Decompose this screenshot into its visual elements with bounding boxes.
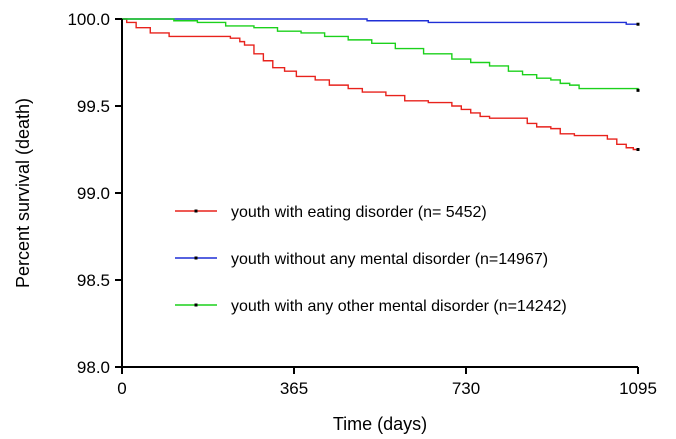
x-tick-label: 1095	[619, 379, 657, 398]
series-end-marker-2	[636, 22, 640, 26]
legend-label-2: youth without any mental disorder (n=149…	[231, 251, 548, 268]
series-layer	[122, 18, 640, 151]
legend-label-1: youth with eating disorder (n= 5452)	[231, 204, 487, 221]
legend-marker-2	[194, 256, 198, 260]
legend: youth with eating disorder (n= 5452) yout…	[175, 204, 567, 315]
y-tick-label: 98.0	[77, 358, 110, 377]
y-tick-label: 99.0	[77, 184, 110, 203]
legend-marker-1	[194, 209, 198, 213]
series-end-marker-1	[636, 148, 640, 151]
x-tick-label: 365	[280, 379, 308, 398]
series-end-marker-3	[636, 88, 640, 92]
y-tick-label: 100.0	[67, 10, 110, 29]
legend-marker-3	[194, 303, 198, 307]
series-line-2	[122, 18, 638, 25]
series-line-1	[122, 18, 638, 151]
axes-layer: 98.0 98.5 99.0 99.5 100.0 0 365 730 1095	[67, 10, 656, 398]
x-axis-title: Time (days)	[333, 414, 427, 434]
y-tick-label: 99.5	[77, 97, 110, 116]
legend-label-3: youth with any other mental disorder (n=…	[231, 298, 567, 315]
series-line-3	[122, 18, 639, 91]
y-axis-title: Percent survival (death)	[13, 98, 33, 288]
y-tick-label: 98.5	[77, 271, 110, 290]
x-tick-label: 730	[452, 379, 480, 398]
x-tick-label: 0	[117, 379, 126, 398]
